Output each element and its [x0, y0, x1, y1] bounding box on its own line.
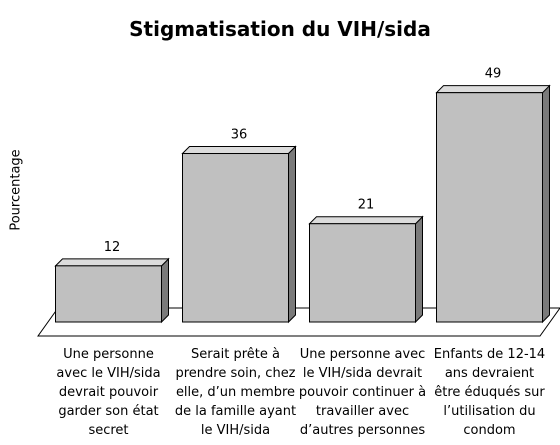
y-axis-label: Pourcentage [9, 149, 24, 230]
x-tick-label-line: de la famille ayant [175, 404, 296, 419]
value-label: 49 [485, 67, 502, 82]
x-tick-label-line: elle, d’un membre [176, 385, 295, 400]
x-tick-label-line: avec le VIH/sida [56, 366, 160, 381]
x-tick-label-line: l’utilisation du [443, 404, 535, 419]
bar-side [288, 145, 296, 324]
bar-side [542, 84, 550, 324]
x-tick-label-line: le VIH/sida devrait [303, 366, 422, 381]
x-tick-label-line: condom [463, 423, 515, 438]
x-tick-label-line: Enfants de 12-14 [434, 347, 545, 362]
x-tick-label-line: devrait pouvoir [59, 385, 159, 400]
bar [55, 265, 162, 323]
value-label: 12 [104, 240, 121, 255]
chart-title: Stigmatisation du VIH/sida [129, 17, 431, 41]
x-tick-label-line: Une personne [63, 347, 154, 362]
x-tick-label-line: Serait prête à [191, 347, 280, 362]
bar-side [161, 257, 169, 324]
x-tick-label-line: travailler avec [316, 404, 409, 419]
bar [182, 153, 289, 323]
x-tick-label-line: garder son état [58, 404, 158, 419]
bar-top [308, 216, 424, 225]
x-tick-label-line: secret [88, 423, 128, 438]
bar-top [435, 85, 551, 94]
bar [436, 92, 543, 323]
bar-top [54, 258, 170, 267]
value-label: 21 [358, 198, 375, 213]
x-tick-label: Une personne avec le VIH/sida devrait pouv… [56, 347, 160, 438]
bar [309, 223, 416, 323]
x-tick-label: Une personne avec le VIH/sida devrait pouv… [299, 347, 426, 438]
x-tick-label-line: ans devraient [445, 366, 534, 381]
x-tick-label-line: prendre soin, chez [175, 366, 295, 381]
x-tick-label-line: d’autres personnes [300, 423, 425, 438]
x-tick-label-line: être éduqués sur [434, 385, 545, 400]
bar-side [415, 215, 423, 324]
value-label: 36 [231, 128, 248, 143]
x-tick-label-line: pouvoir continuer à [299, 385, 426, 400]
bar-top [181, 146, 297, 155]
x-tick-label-line: Une personne avec [300, 347, 426, 362]
x-tick-label-line: le VIH/sida [201, 423, 270, 438]
x-tick-label: Enfants de 12-14 ans devraient être éduqué… [434, 347, 546, 438]
x-tick-label: Serait prête à prendre soin, chez elle, d’… [175, 347, 296, 438]
